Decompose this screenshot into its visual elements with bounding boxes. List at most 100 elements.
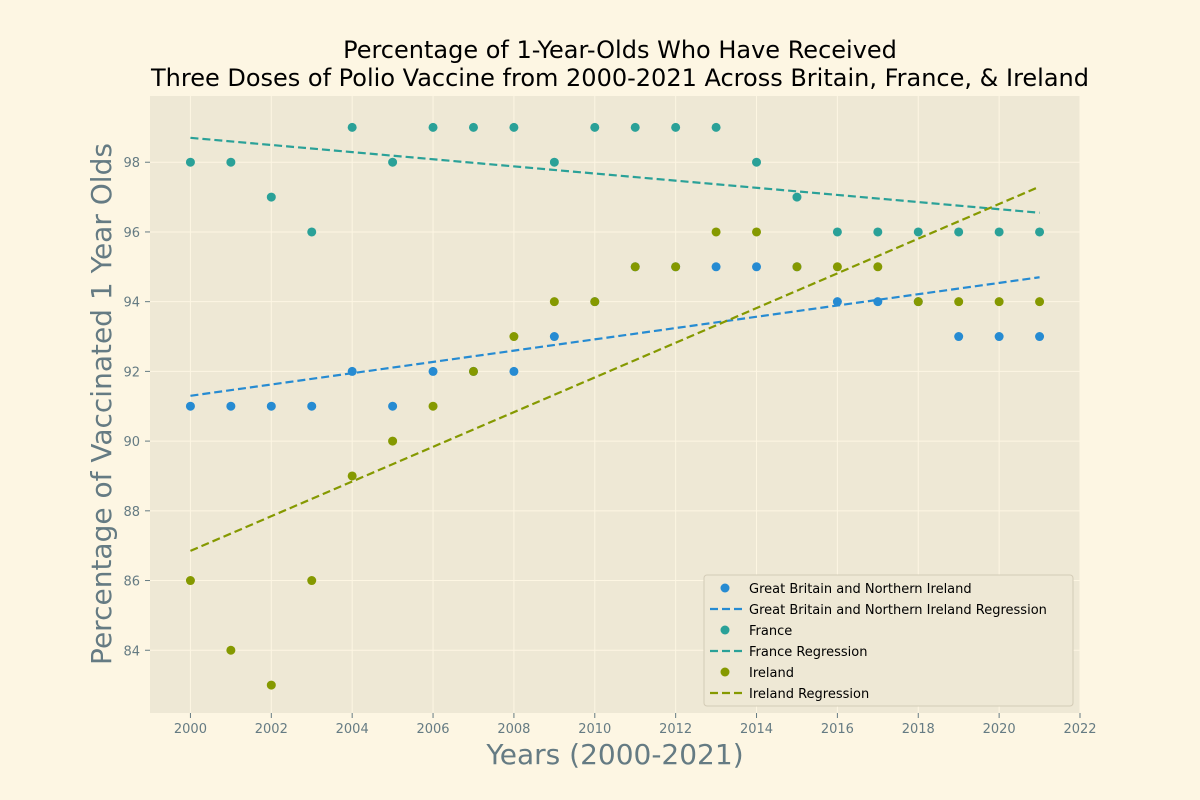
- data-point: [752, 157, 762, 167]
- legend-marker: [720, 625, 730, 635]
- x-tick-label: 2006: [416, 722, 449, 737]
- data-point: [428, 122, 438, 132]
- legend: Great Britain and Northern Ireland Great …: [703, 574, 1074, 707]
- data-point: [468, 122, 478, 132]
- y-tick-label: 94: [123, 296, 140, 311]
- data-point: [671, 122, 681, 132]
- x-tick-label: 2008: [497, 722, 530, 737]
- data-point: [792, 192, 802, 202]
- data-point: [832, 227, 842, 237]
- data-point: [994, 332, 1004, 342]
- data-point: [832, 297, 842, 307]
- legend-label: France Regression: [749, 645, 867, 660]
- data-point: [185, 401, 195, 411]
- data-point: [1035, 297, 1045, 307]
- legend-label: Ireland Regression: [749, 687, 869, 702]
- legend-marker: [720, 667, 730, 677]
- data-point: [307, 227, 317, 237]
- data-point: [954, 332, 964, 342]
- data-point: [913, 227, 923, 237]
- data-point: [307, 401, 317, 411]
- data-point: [549, 297, 559, 307]
- data-point: [468, 366, 478, 376]
- regression-line: [190, 185, 1040, 552]
- chart-title: Percentage of 1-Year-Olds Who Have Recei…: [150, 36, 1089, 92]
- data-point: [994, 297, 1004, 307]
- data-point: [509, 122, 519, 132]
- y-tick-label: 92: [123, 365, 140, 380]
- y-tick-label: 90: [123, 435, 140, 450]
- x-tick-label: 2012: [659, 722, 692, 737]
- data-point: [873, 262, 883, 272]
- data-point: [266, 680, 276, 690]
- x-tick-label: 2004: [336, 722, 369, 737]
- data-point: [428, 401, 438, 411]
- data-point: [347, 366, 357, 376]
- x-tick-label: 2014: [740, 722, 773, 737]
- data-point: [792, 262, 802, 272]
- y-tick-label: 86: [123, 575, 140, 590]
- legend-box: [703, 574, 1074, 707]
- data-point: [266, 401, 276, 411]
- y-axis-label: Percentage of Vaccinated 1 Year Olds: [85, 143, 118, 665]
- data-point: [954, 227, 964, 237]
- data-point: [509, 366, 519, 376]
- data-point: [913, 297, 923, 307]
- data-point: [832, 262, 842, 272]
- data-point: [590, 297, 600, 307]
- data-point: [185, 576, 195, 586]
- data-point: [711, 122, 721, 132]
- x-axis-label: Years (2000-2021): [485, 738, 743, 771]
- legend-label: France: [749, 624, 792, 639]
- y-axis-ticks: 84 86 88 90 92 94 96 98: [123, 156, 150, 659]
- legend-label: Great Britain and Northern Ireland: [749, 582, 972, 597]
- y-tick-label: 84: [123, 644, 140, 659]
- data-point: [711, 262, 721, 272]
- x-tick-label: 2020: [983, 722, 1016, 737]
- data-point: [307, 576, 317, 586]
- y-tick-label: 88: [123, 505, 140, 520]
- legend-marker: [720, 583, 730, 593]
- data-point: [388, 157, 398, 167]
- data-point: [671, 262, 681, 272]
- data-point: [347, 471, 357, 481]
- data-point: [549, 332, 559, 342]
- y-tick-label: 96: [123, 226, 140, 241]
- data-point: [226, 157, 236, 167]
- data-point: [428, 366, 438, 376]
- data-point: [509, 332, 519, 342]
- data-point: [226, 401, 236, 411]
- data-point: [752, 227, 762, 237]
- data-points: [185, 122, 1045, 690]
- regression-line: [190, 136, 1040, 214]
- data-point: [954, 297, 964, 307]
- data-point: [711, 227, 721, 237]
- x-tick-label: 2010: [578, 722, 611, 737]
- x-tick-label: 2002: [255, 722, 288, 737]
- data-point: [185, 157, 195, 167]
- data-point: [388, 401, 398, 411]
- regression-line: [190, 276, 1040, 397]
- x-tick-label: 2000: [174, 722, 207, 737]
- data-point: [266, 192, 276, 202]
- data-point: [873, 227, 883, 237]
- legend-label: Great Britain and Northern Ireland Regre…: [749, 603, 1047, 618]
- legend-label: Ireland: [749, 666, 794, 681]
- data-point: [873, 297, 883, 307]
- data-point: [549, 157, 559, 167]
- x-tick-label: 2016: [821, 722, 854, 737]
- data-point: [630, 262, 640, 272]
- data-point: [994, 227, 1004, 237]
- data-point: [630, 122, 640, 132]
- data-point: [1035, 227, 1045, 237]
- data-point: [347, 122, 357, 132]
- y-tick-label: 98: [123, 156, 140, 171]
- x-axis-ticks: 2000 2002 2004 2006 2008 2010 2012 2014 2016 2018…: [174, 713, 1097, 737]
- x-tick-label: 2022: [1063, 722, 1096, 737]
- data-point: [752, 262, 762, 272]
- data-point: [388, 436, 398, 446]
- data-point: [590, 122, 600, 132]
- x-tick-label: 2018: [902, 722, 935, 737]
- data-point: [226, 645, 236, 655]
